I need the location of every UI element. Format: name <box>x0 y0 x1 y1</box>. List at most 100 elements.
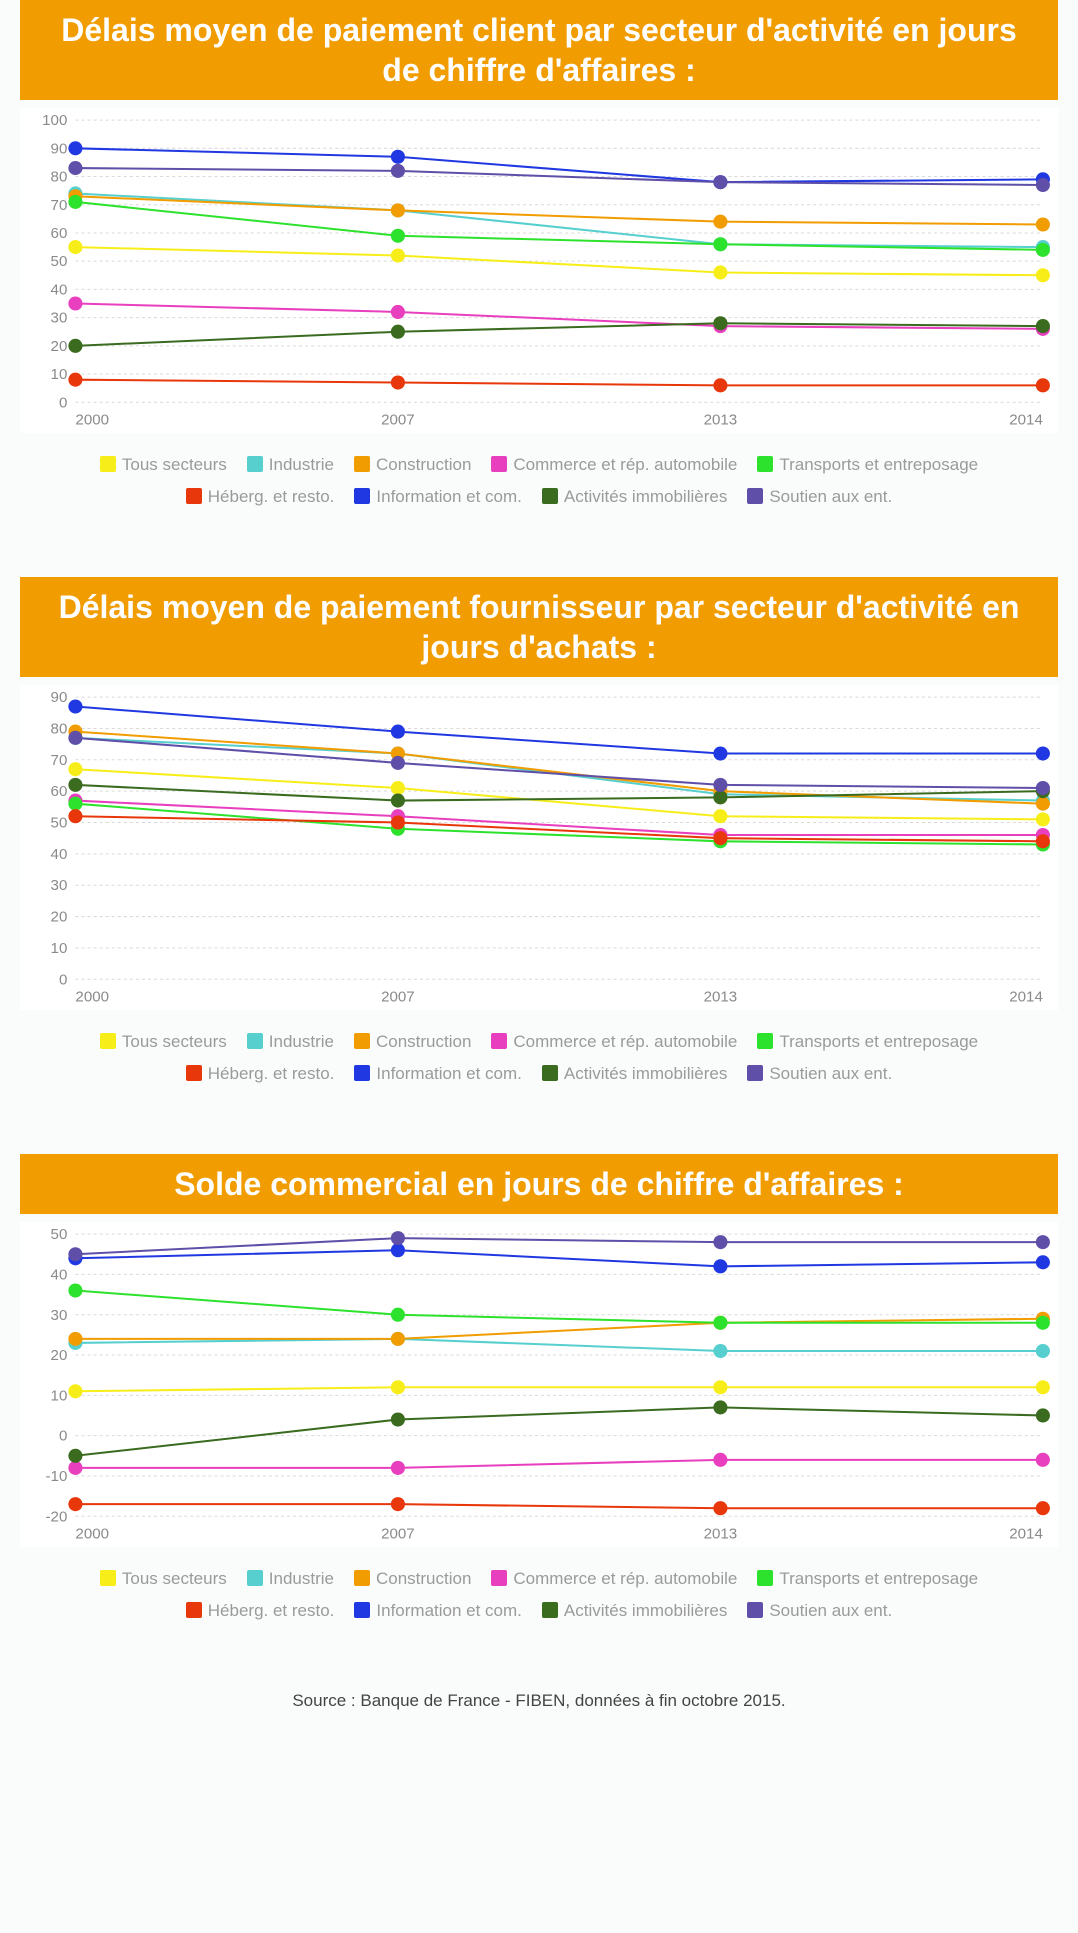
chart-svg: -20-10010203040502000200720132014 <box>20 1222 1058 1547</box>
series-marker-soutien <box>68 161 82 175</box>
legend-label: Industrie <box>269 455 334 474</box>
legend-item-info: Information et com. <box>354 481 522 513</box>
series-marker-transports <box>713 1316 727 1330</box>
legend-item-immo: Activités immobilières <box>542 1595 727 1627</box>
legend-swatch <box>542 488 558 504</box>
x-tick-label: 2014 <box>1009 411 1043 428</box>
series-marker-soutien <box>713 778 727 792</box>
series-marker-tous <box>391 248 405 262</box>
x-tick-label: 2007 <box>381 1526 415 1543</box>
series-marker-info <box>68 141 82 155</box>
series-marker-heberg <box>1036 834 1050 848</box>
series-marker-info <box>1036 1255 1050 1269</box>
series-line-heberg <box>75 380 1042 386</box>
series-marker-tous <box>391 1380 405 1394</box>
series-marker-commerce <box>1036 1453 1050 1467</box>
legend-swatch <box>354 1065 370 1081</box>
series-marker-construction <box>391 203 405 217</box>
series-marker-transports <box>68 195 82 209</box>
series-marker-info <box>391 150 405 164</box>
y-tick-label: 40 <box>51 281 68 298</box>
series-marker-info <box>391 1243 405 1257</box>
chart-block-solde: Solde commercial en jours de chiffre d'a… <box>20 1154 1058 1631</box>
series-marker-immo <box>1036 1409 1050 1423</box>
series-marker-immo <box>713 316 727 330</box>
chart-title: Délais moyen de paiement client par sect… <box>20 0 1058 100</box>
series-marker-tous <box>1036 812 1050 826</box>
legend-swatch <box>747 1065 763 1081</box>
legend-label: Soutien aux ent. <box>769 487 892 506</box>
series-marker-soutien <box>1036 178 1050 192</box>
series-marker-tous <box>68 762 82 776</box>
y-tick-label: 80 <box>51 169 68 186</box>
legend-label: Commerce et rép. automobile <box>513 1032 737 1051</box>
legend-item-tous: Tous secteurs <box>100 1026 227 1058</box>
series-marker-info <box>391 725 405 739</box>
legend-swatch <box>747 488 763 504</box>
legend-label: Commerce et rép. automobile <box>513 1569 737 1588</box>
y-tick-label: 10 <box>51 940 68 957</box>
y-tick-label: 30 <box>51 877 68 894</box>
series-line-soutien <box>75 1238 1042 1254</box>
chart-block-fournisseur: Délais moyen de paiement fournisseur par… <box>20 577 1058 1094</box>
legend-swatch <box>186 488 202 504</box>
series-marker-heberg <box>68 1497 82 1511</box>
series-marker-tous <box>713 265 727 279</box>
legend-item-heberg: Héberg. et resto. <box>186 1595 335 1627</box>
legend-swatch <box>354 1570 370 1586</box>
legend-item-info: Information et com. <box>354 1595 522 1627</box>
series-marker-heberg <box>391 375 405 389</box>
x-tick-label: 2007 <box>381 989 415 1006</box>
series-marker-heberg <box>391 816 405 830</box>
series-marker-soutien <box>391 164 405 178</box>
legend-item-tous: Tous secteurs <box>100 1563 227 1595</box>
legend-label: Tous secteurs <box>122 1032 227 1051</box>
series-marker-soutien <box>68 731 82 745</box>
y-tick-label: 90 <box>51 140 68 157</box>
series-marker-soutien <box>68 1247 82 1261</box>
series-marker-soutien <box>1036 1235 1050 1249</box>
legend-swatch <box>100 1033 116 1049</box>
y-tick-label: 70 <box>51 197 68 214</box>
legend-item-industrie: Industrie <box>247 449 334 481</box>
series-marker-immo <box>391 1413 405 1427</box>
legend-item-soutien: Soutien aux ent. <box>747 1058 892 1090</box>
y-tick-label: 40 <box>51 846 68 863</box>
series-marker-heberg <box>68 373 82 387</box>
series-line-info <box>75 707 1042 754</box>
y-tick-label: 100 <box>42 112 67 129</box>
series-marker-tous <box>713 1380 727 1394</box>
legend-swatch <box>186 1602 202 1618</box>
legend-label: Héberg. et resto. <box>208 1601 335 1620</box>
series-marker-immo <box>68 778 82 792</box>
legend-label: Information et com. <box>376 1064 522 1083</box>
series-marker-immo <box>391 794 405 808</box>
legend-swatch <box>757 1033 773 1049</box>
series-line-commerce <box>75 1460 1042 1468</box>
chart-title: Délais moyen de paiement fournisseur par… <box>20 577 1058 677</box>
y-tick-label: -10 <box>46 1468 68 1485</box>
series-marker-immo <box>713 790 727 804</box>
series-marker-transports <box>713 237 727 251</box>
y-tick-label: 10 <box>51 366 68 383</box>
series-marker-heberg <box>713 831 727 845</box>
series-marker-heberg <box>713 1501 727 1515</box>
chart-svg: 01020304050607080902000200720132014 <box>20 685 1058 1010</box>
series-line-heberg <box>75 1504 1042 1508</box>
legend-label: Héberg. et resto. <box>208 487 335 506</box>
x-tick-label: 2000 <box>75 989 109 1006</box>
x-tick-label: 2013 <box>704 1526 738 1543</box>
series-line-tous <box>75 1387 1042 1391</box>
chart-legend: Tous secteursIndustrieConstructionCommer… <box>20 443 1058 518</box>
y-tick-label: 60 <box>51 225 68 242</box>
x-tick-label: 2013 <box>704 989 738 1006</box>
series-marker-heberg <box>713 378 727 392</box>
legend-item-tous: Tous secteurs <box>100 449 227 481</box>
series-marker-heberg <box>68 809 82 823</box>
legend-swatch <box>247 456 263 472</box>
series-marker-heberg <box>1036 378 1050 392</box>
legend-swatch <box>542 1602 558 1618</box>
series-marker-industrie <box>1036 1344 1050 1358</box>
legend-swatch <box>491 456 507 472</box>
legend-swatch <box>100 1570 116 1586</box>
